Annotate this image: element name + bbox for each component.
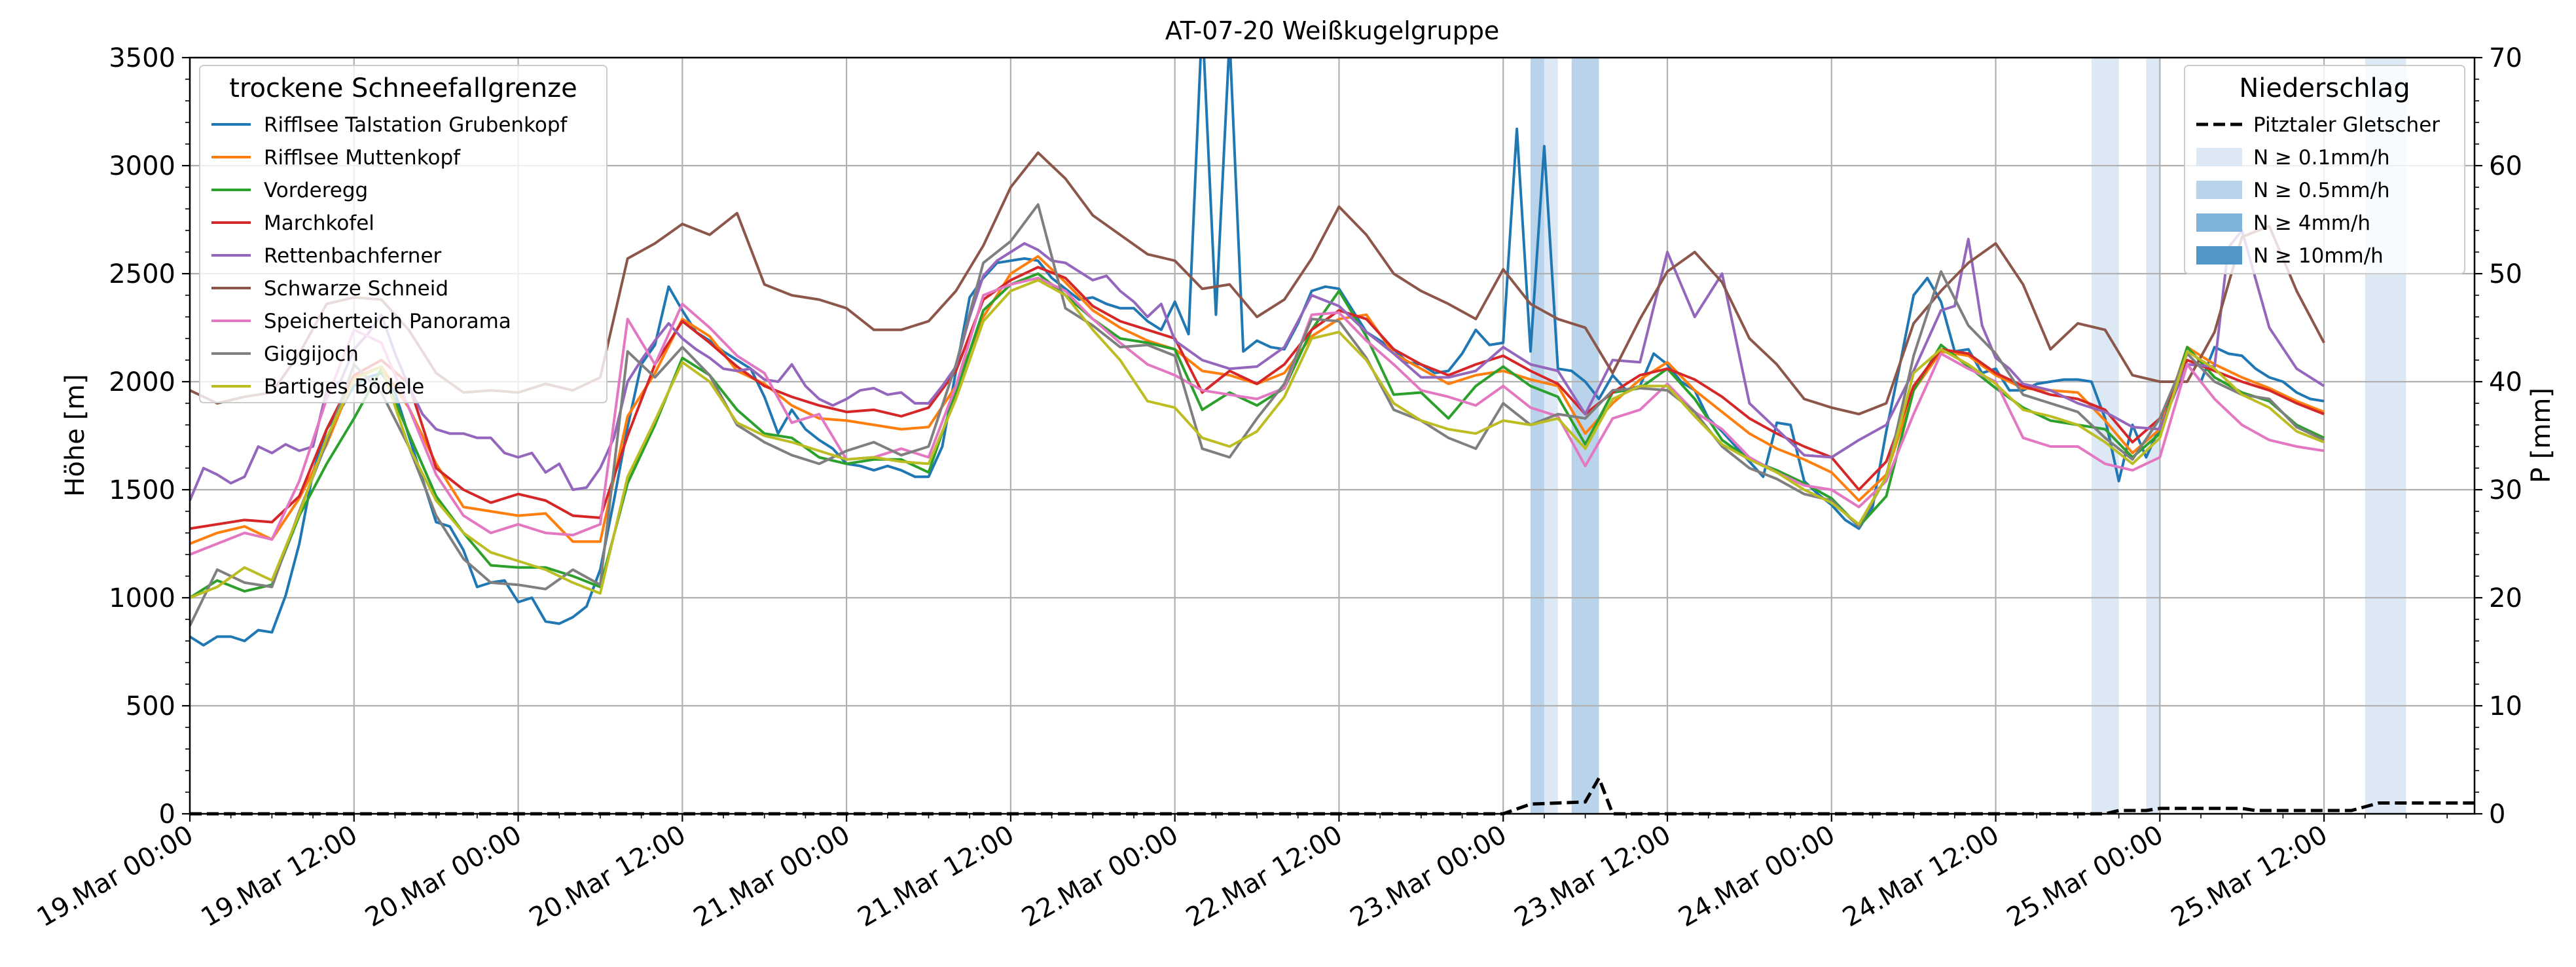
snow-legend-label: Rifflsee Talstation Grubenkopf (264, 113, 568, 137)
y-tick-label: 2000 (109, 367, 175, 397)
series-lines (190, 58, 2325, 647)
y2-tick-label: 60 (2489, 151, 2522, 181)
snow-legend-title: trockene Schneefallgrenze (229, 73, 577, 103)
precip-legend-line-label: Pitztaler Gletscher (2253, 113, 2440, 137)
y2-tick-label: 70 (2489, 43, 2522, 73)
snow-legend-label: Rettenbachferner (264, 244, 442, 268)
snow-legend-label: Speicherteich Panorama (264, 310, 511, 333)
y-tick-label: 1000 (109, 583, 175, 613)
precip-legend-swatch (2196, 213, 2242, 232)
y-axis-title: Höhe [m] (60, 374, 90, 496)
precip-band (1531, 58, 1544, 814)
snow-legend-label: Bartiges Bödele (264, 375, 424, 399)
y2-axis-title: P [mm] (2526, 388, 2556, 483)
y-tick-label: 2500 (109, 259, 175, 289)
precip-legend: Niederschlag Pitztaler Gletscher N ≥ 0.1mm… (2184, 65, 2465, 274)
snow-legend: trockene Schneefallgrenze Rifflsee Talsta… (199, 65, 608, 403)
snow-legend-label: Rifflsee Muttenkopf (264, 146, 461, 170)
y2-tick-label: 20 (2489, 583, 2522, 613)
precip-legend-title: Niederschlag (2239, 73, 2410, 103)
precip-legend-label: N ≥ 10mm/h (2253, 244, 2384, 268)
precip-band (1571, 58, 1599, 814)
precip-legend-label: N ≥ 0.5mm/h (2253, 179, 2390, 202)
snow-legend-label: Marchkofel (264, 211, 374, 235)
y-tick-label: 500 (126, 691, 175, 721)
y-tick-label: 3000 (109, 151, 175, 181)
precip-legend-swatch (2196, 148, 2242, 166)
snow-legend-frame (199, 65, 608, 403)
y2-tick-label: 10 (2489, 691, 2522, 721)
y2-tick-label: 0 (2489, 799, 2505, 830)
precip-line-layer (190, 774, 2475, 816)
snow-legend-label: Vorderegg (264, 179, 368, 202)
y2-tick-label: 30 (2489, 475, 2522, 505)
y2-tick-label: 40 (2489, 367, 2522, 397)
precip-legend-swatch (2196, 246, 2242, 265)
series-line-bartiges-b-dele (190, 278, 2325, 599)
y-tick-label: 1500 (109, 475, 175, 505)
series-line-vorderegg (190, 272, 2325, 599)
snow-legend-label: Schwarze Schneid (264, 277, 448, 301)
precip-line-pitztaler-gletscher (190, 774, 2475, 816)
series-line-marchkofel (190, 266, 2325, 530)
series-line-rifflsee-talstation-grubenkopf (190, 58, 2325, 647)
precip-legend-label: N ≥ 0.1mm/h (2253, 146, 2390, 170)
chart-title: AT-07-20 Weißkugelgruppe (1165, 16, 1500, 45)
precip-legend-swatch (2196, 181, 2242, 199)
y-tick-label: 3500 (109, 43, 175, 73)
precip-band (1544, 58, 1558, 814)
y-tick-label: 0 (159, 799, 175, 830)
precip-legend-label: N ≥ 4mm/h (2253, 211, 2370, 235)
series-line-rettenbachferner (190, 229, 2325, 502)
precip-legend-frame (2184, 65, 2465, 274)
series-line-giggijoch (190, 203, 2325, 627)
plot-frame (189, 56, 2476, 815)
snow-legend-label: Giggijoch (264, 342, 359, 366)
y2-tick-label: 50 (2489, 259, 2522, 289)
series-line-speicherteich-panorama (190, 276, 2325, 556)
